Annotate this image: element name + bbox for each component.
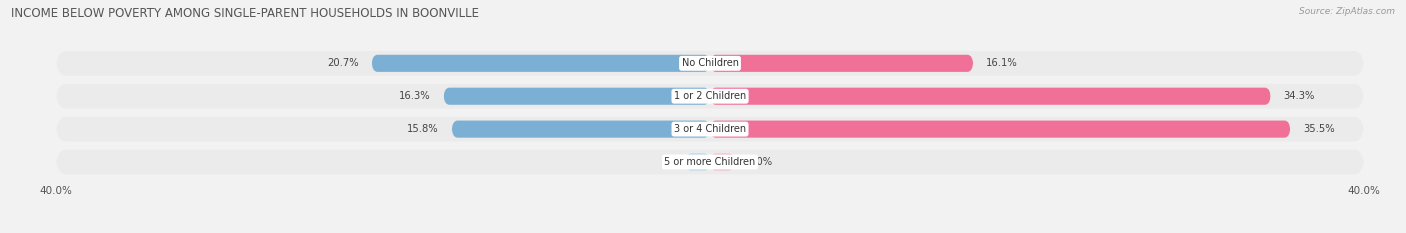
FancyBboxPatch shape [444, 88, 710, 105]
FancyBboxPatch shape [710, 120, 1291, 138]
Text: 0.0%: 0.0% [748, 157, 773, 167]
Text: 0.0%: 0.0% [672, 157, 697, 167]
Text: 5 or more Children: 5 or more Children [665, 157, 755, 167]
Text: 20.7%: 20.7% [328, 58, 359, 68]
FancyBboxPatch shape [56, 84, 1364, 109]
FancyBboxPatch shape [451, 120, 710, 138]
Text: 3 or 4 Children: 3 or 4 Children [673, 124, 747, 134]
FancyBboxPatch shape [371, 55, 710, 72]
Text: INCOME BELOW POVERTY AMONG SINGLE-PARENT HOUSEHOLDS IN BOONVILLE: INCOME BELOW POVERTY AMONG SINGLE-PARENT… [11, 7, 479, 20]
Text: 16.3%: 16.3% [399, 91, 430, 101]
FancyBboxPatch shape [56, 117, 1364, 141]
Text: Source: ZipAtlas.com: Source: ZipAtlas.com [1299, 7, 1395, 16]
Text: 1 or 2 Children: 1 or 2 Children [673, 91, 747, 101]
FancyBboxPatch shape [710, 55, 973, 72]
Text: 15.8%: 15.8% [408, 124, 439, 134]
Text: 35.5%: 35.5% [1303, 124, 1334, 134]
FancyBboxPatch shape [710, 154, 734, 171]
FancyBboxPatch shape [56, 150, 1364, 174]
FancyBboxPatch shape [686, 154, 710, 171]
FancyBboxPatch shape [56, 51, 1364, 76]
Text: No Children: No Children [682, 58, 738, 68]
FancyBboxPatch shape [710, 88, 1271, 105]
Text: 34.3%: 34.3% [1284, 91, 1315, 101]
Text: 16.1%: 16.1% [986, 58, 1018, 68]
